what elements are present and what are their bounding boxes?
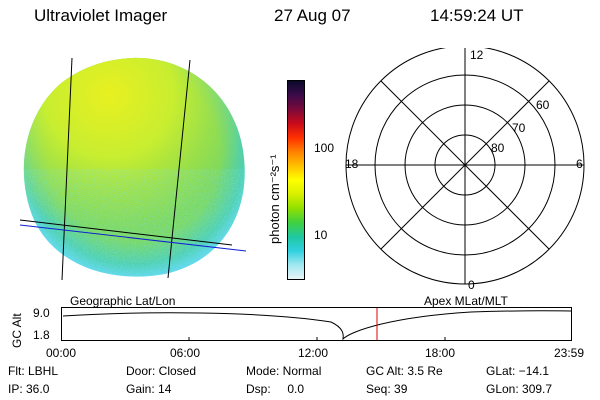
- geographic-grid-lines: [19, 57, 233, 281]
- info-ip: IP: 36.0: [8, 382, 50, 396]
- info-glon: GLon: 309.7: [486, 382, 553, 396]
- lat-label-70: 70: [512, 121, 526, 135]
- colorbar-unit-label: photon cm⁻²s⁻¹: [267, 154, 282, 244]
- mlt-label-0: 0: [468, 278, 475, 292]
- gc-altitude-plot: [61, 307, 572, 341]
- colorbar-tick-100: 100: [314, 141, 335, 155]
- geographic-label: Geographic Lat/Lon: [70, 294, 176, 308]
- time-label: 14:59:24 UT: [430, 6, 524, 25]
- info-seq: Seq: 39: [366, 382, 408, 396]
- info-gain: Gain: 14: [126, 382, 172, 396]
- time-tick-0600: 06:00: [170, 346, 201, 360]
- info-dsp: Dsp: 0.0: [246, 382, 305, 396]
- gc-alt-max-label: 9.0: [33, 306, 50, 320]
- info-glat: GLat: −14.1: [486, 364, 550, 378]
- color-scale-bar: [287, 80, 305, 280]
- instrument-title: Ultraviolet Imager: [34, 6, 168, 25]
- lat-label-60: 60: [536, 98, 550, 112]
- mlt-label-6: 6: [576, 157, 583, 171]
- uv-earth-image: [19, 57, 247, 281]
- info-mode: Mode: Normal: [246, 364, 322, 378]
- gc-alt-axis-label: GC Alt: [10, 313, 24, 348]
- time-tick-1800: 18:00: [425, 346, 456, 360]
- apex-label: Apex MLat/MLT: [424, 294, 508, 308]
- mlt-diagonal-2: [380, 80, 550, 250]
- gc-alt-min-label: 1.8: [33, 328, 50, 342]
- mlt-label-12: 12: [470, 48, 484, 62]
- altitude-plot-frame: [61, 307, 572, 341]
- info-door: Door: Closed: [126, 364, 197, 378]
- polar-mlat-mlt-plot: [345, 48, 585, 285]
- time-tick-1200: 12:00: [298, 346, 329, 360]
- altitude-curve: [62, 310, 572, 341]
- earth-disc: [23, 57, 245, 277]
- colorbar-tick-10: 10: [314, 228, 328, 242]
- info-flt: Flt: LBHL: [8, 364, 59, 378]
- magnetic-equator-line: [19, 224, 247, 252]
- time-tick-2359: 23:59: [554, 346, 585, 360]
- time-tick-0000: 00:00: [46, 346, 77, 360]
- date-label: 27 Aug 07: [274, 6, 351, 25]
- mlt-label-18: 18: [345, 157, 359, 171]
- info-gc-alt: GC Alt: 3.5 Re: [366, 364, 443, 378]
- lat-label-80: 80: [491, 141, 505, 155]
